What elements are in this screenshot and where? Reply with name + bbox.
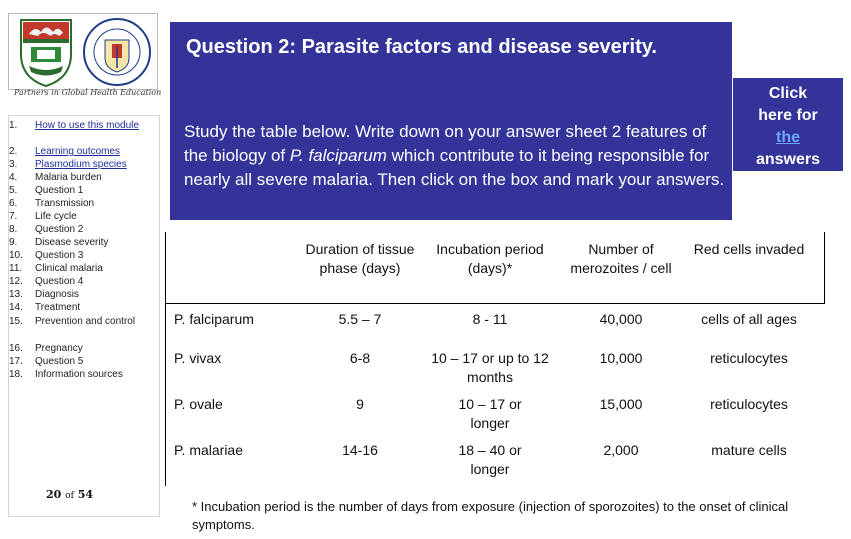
partners-caption: Partners in Global Health Education	[14, 88, 162, 97]
partner-logos	[8, 13, 158, 90]
column-header-red-cells: Red cells invaded	[693, 241, 805, 257]
table-cell: 5.5 – 7	[338, 311, 382, 327]
table-cell: 10 – 17 or up to 12 months	[431, 350, 549, 385]
question-title: Question 2: Parasite factors and disease…	[186, 36, 657, 58]
table-cell: reticulocytes	[710, 396, 788, 412]
incubation-footnote: * Incubation period is the number of day…	[192, 499, 789, 532]
species-falciparum: P. falciparum	[174, 311, 254, 327]
species-vivax: P. vivax	[174, 350, 222, 366]
table-cell: 10,000	[599, 350, 643, 366]
question-instructions: Study the table below. Write down on you…	[184, 122, 725, 189]
table-cell: 18 – 40 or longer	[458, 442, 522, 477]
table-cell: 2,000	[603, 442, 639, 458]
table-cell: 15,000	[599, 396, 643, 412]
table-divider-horizontal	[166, 303, 825, 304]
page-counter: 20 of 54	[46, 488, 93, 501]
column-header-incubation: Incubation period (days)*	[436, 241, 544, 276]
table-cell: 40,000	[599, 311, 643, 327]
page-of-label: of	[65, 491, 74, 501]
table-divider-right	[824, 232, 825, 304]
column-header-merozoites: Number of merozoites / cell	[570, 241, 672, 276]
column-header-tissue-phase: Duration of tissue phase (days)	[305, 241, 415, 276]
table-cell: 9	[356, 396, 364, 412]
species-name: P. falciparum	[289, 146, 387, 165]
table-cell: 8 - 11	[472, 311, 508, 327]
table-cell: 6-8	[349, 350, 371, 366]
table-cell: 10 – 17 or longer	[458, 396, 522, 431]
table-cell: cells of all ages	[701, 311, 797, 327]
question-panel: Question 2: Parasite factors and disease…	[170, 22, 732, 220]
college-seal-icon	[83, 18, 151, 86]
page-current: 20	[46, 488, 62, 501]
page-total: 54	[77, 488, 94, 501]
module-navigation: 1. How to use this module 2. Learning ou…	[8, 115, 160, 517]
show-answers-button[interactable]: Click here for the answers	[733, 78, 843, 171]
species-malariae: P. malariae	[174, 442, 244, 458]
table-cell: reticulocytes	[710, 350, 788, 366]
table-cell: mature cells	[711, 442, 787, 458]
table-cell: 14-16	[342, 442, 378, 458]
table-divider-vertical	[165, 232, 166, 486]
shield-crest-icon	[20, 19, 72, 88]
university-crests	[20, 18, 151, 88]
answers-link[interactable]: the	[776, 129, 800, 146]
species-ovale: P. ovale	[174, 396, 223, 412]
